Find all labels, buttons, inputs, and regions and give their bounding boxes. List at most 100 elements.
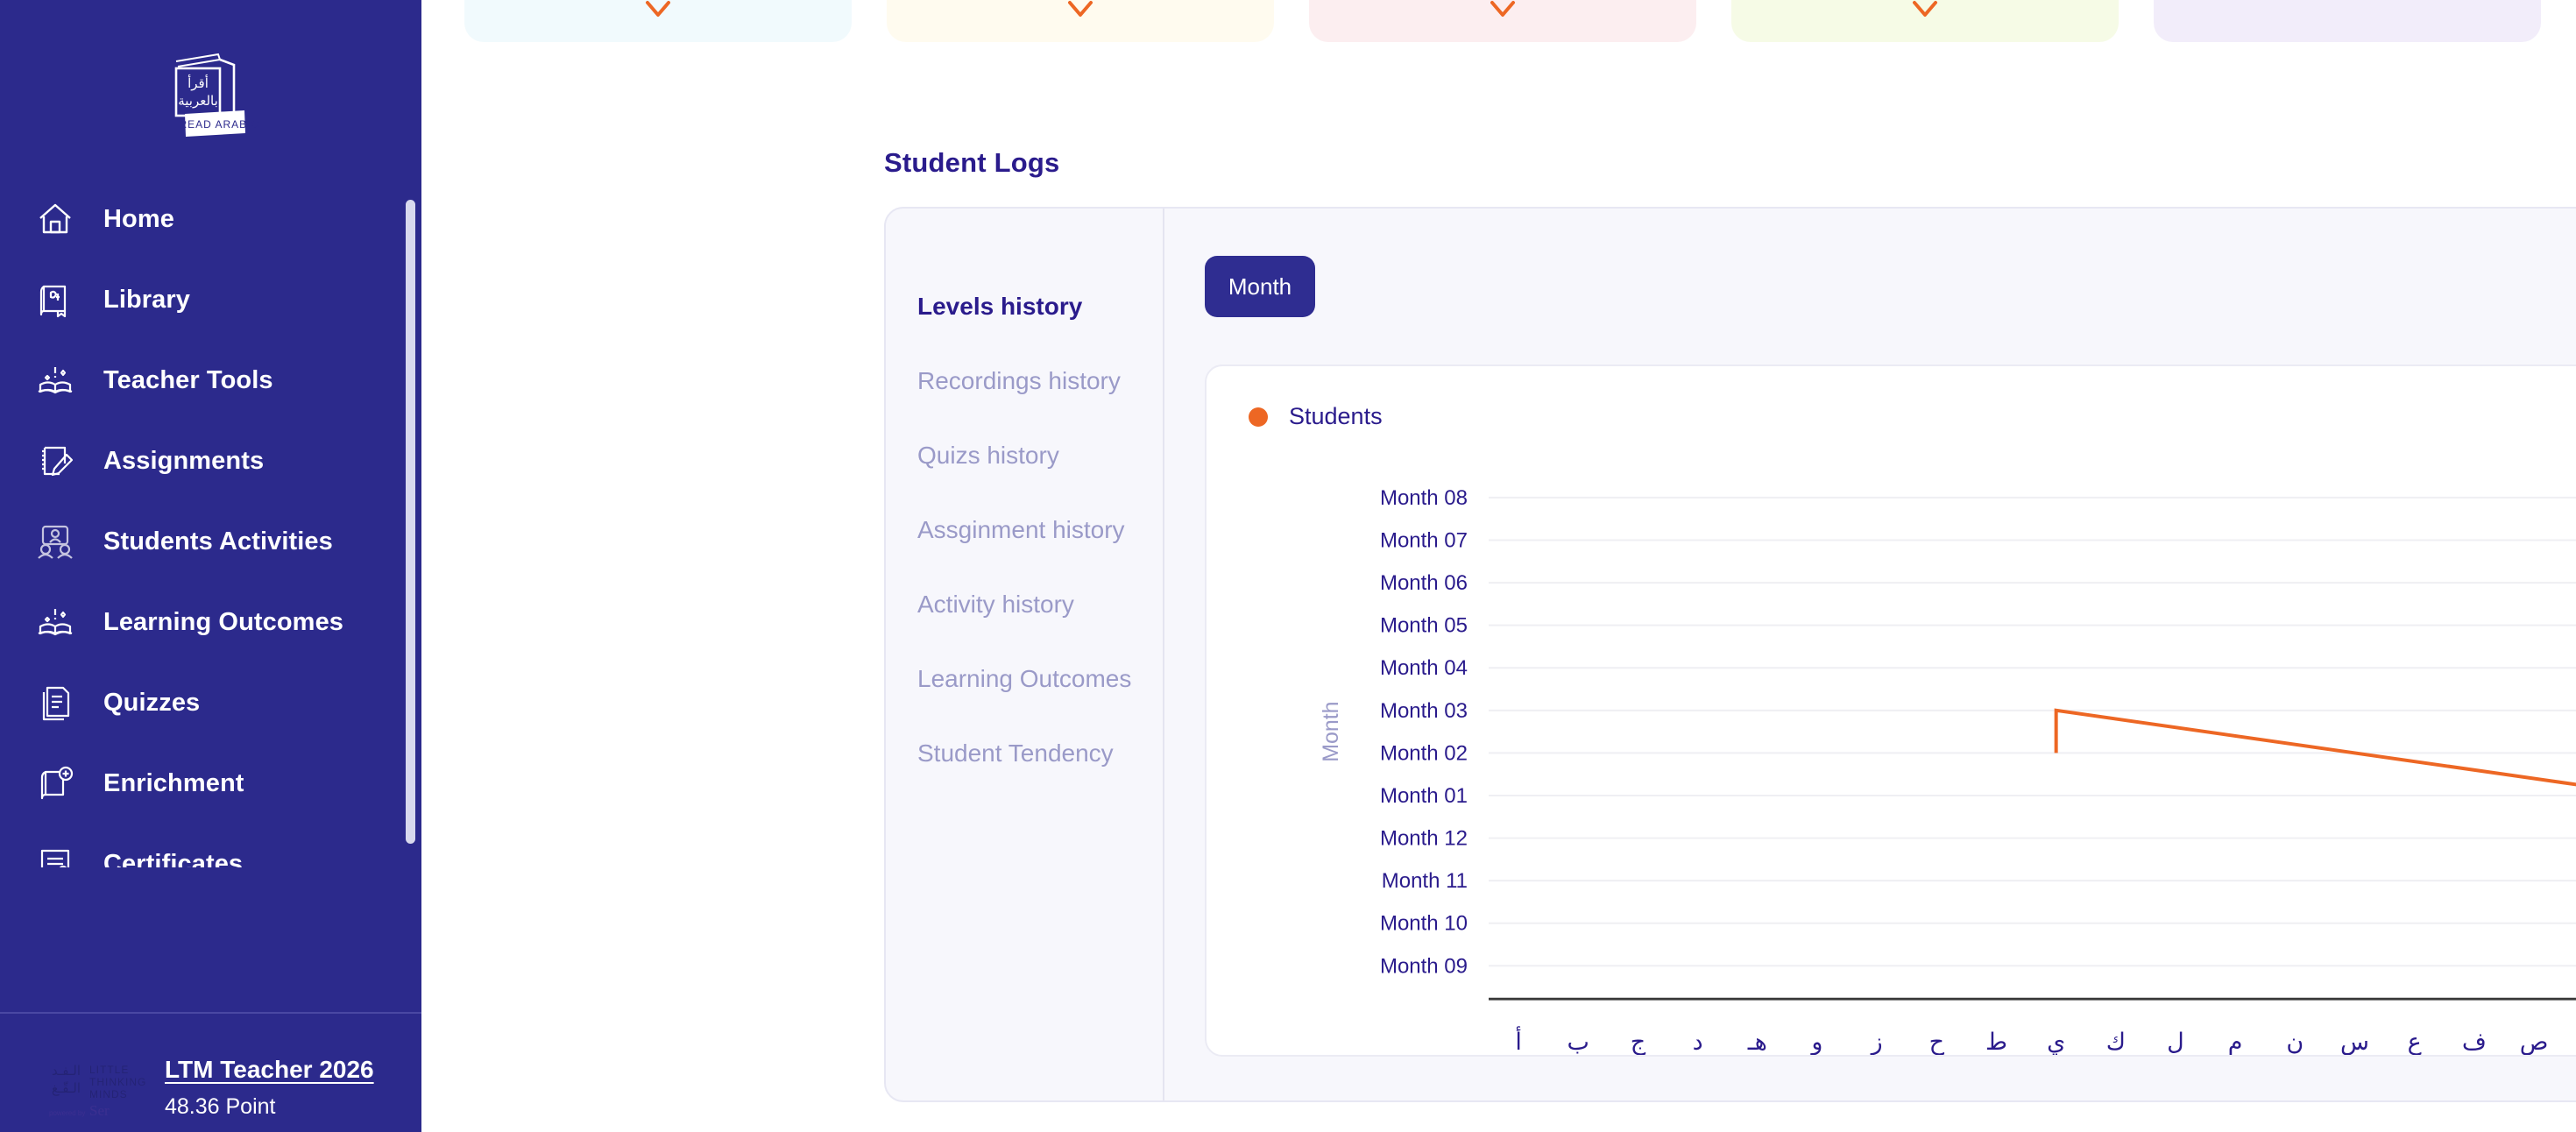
summary-cards-row xyxy=(464,0,2541,42)
user-points: 48.36 Point xyxy=(165,1094,276,1119)
notepad-pencil-icon xyxy=(33,439,77,483)
svg-text:THINKING: THINKING xyxy=(89,1076,145,1088)
y-axis-tick-label: Month 01 xyxy=(1380,784,1468,808)
x-axis-tick-label: ع xyxy=(2408,1029,2422,1055)
summary-card[interactable] xyxy=(1309,0,1696,42)
chevron-down-icon[interactable] xyxy=(1065,0,1095,19)
summary-card[interactable] xyxy=(887,0,1274,42)
students-group-icon xyxy=(33,520,77,563)
tab-quizs-history[interactable]: Quizs history xyxy=(917,442,1059,469)
x-axis-tick-label: د xyxy=(1693,1029,1703,1055)
x-axis-tick-label: م xyxy=(2228,1029,2243,1055)
levels-history-chart-card: Students Month 08 Month 07 Month 06 Month 0… xyxy=(1205,364,2576,1057)
y-axis-tick-label: Month 02 xyxy=(1380,741,1468,765)
little-thinking-minds-logo-icon: الـفـد الـقّـغ LITTLE THINKING MINDS Ser… xyxy=(40,1054,145,1121)
page-title: Student Logs xyxy=(884,147,1060,178)
open-book-sparkle-icon xyxy=(33,600,77,644)
chart-series-line-students xyxy=(2054,708,2576,787)
tab-learning-outcomes[interactable]: Learning Outcomes xyxy=(917,665,1132,692)
tab-activity-history[interactable]: Activity history xyxy=(917,591,1074,618)
svg-text:powered by: powered by xyxy=(49,1109,85,1117)
sidebar-item-assignments[interactable]: Assignments xyxy=(0,421,407,501)
y-axis-tick-label: Month 11 xyxy=(1382,869,1468,893)
user-name-link[interactable]: LTM Teacher 2026 xyxy=(165,1056,374,1083)
y-axis-tick-label: Month 04 xyxy=(1380,656,1468,680)
sidebar-item-certificates[interactable]: Certificates xyxy=(0,824,407,867)
i-read-arabic-logo-icon: أقرأ بالعربية I READ ARABIC xyxy=(171,53,258,137)
sidebar-nav-scroll-region[interactable]: Home Library xyxy=(0,175,421,867)
x-axis-tick-label: هـ xyxy=(1747,1029,1767,1055)
sidebar-item-label: Learning Outcomes xyxy=(103,607,344,636)
y-axis-tick-label: Month 03 xyxy=(1380,699,1468,723)
x-axis-tick-label: ب xyxy=(1568,1029,1589,1055)
y-axis-tick-label: Month 10 xyxy=(1380,912,1468,936)
chevron-down-icon[interactable] xyxy=(643,0,673,19)
sidebar-item-home[interactable]: Home xyxy=(0,179,407,259)
sidebar-item-students-activities[interactable]: Students Activities xyxy=(0,501,407,582)
summary-card[interactable] xyxy=(464,0,852,42)
svg-text:I READ ARABIC: I READ ARABIC xyxy=(171,118,258,131)
open-book-sparkle-icon xyxy=(33,358,77,402)
summary-card[interactable] xyxy=(1731,0,2119,42)
svg-text:MINDS: MINDS xyxy=(89,1088,128,1100)
x-axis-tick-label: ز xyxy=(1870,1029,1883,1055)
sidebar-item-label: Certificates xyxy=(103,849,244,868)
sidebar-item-label: Enrichment xyxy=(103,768,244,797)
chart-legend: Students xyxy=(1249,403,1383,430)
period-month-button[interactable]: Month xyxy=(1205,256,1315,317)
chart-plot-area[interactable]: Month 08 Month 07 Month 06 Month 05 Month 04… xyxy=(1207,471,2576,1055)
home-icon xyxy=(33,197,77,241)
x-axis-tick-label: ي xyxy=(2047,1029,2065,1055)
sidebar-item-label: Students Activities xyxy=(103,527,333,555)
documents-stack-icon xyxy=(33,681,77,725)
certificate-icon xyxy=(33,842,77,867)
y-axis-tick-label: Month 08 xyxy=(1380,486,1468,510)
x-axis-tick-label: ط xyxy=(1985,1029,2007,1055)
x-axis-tick-label: ف xyxy=(2462,1029,2487,1055)
sidebar-scrollbar[interactable] xyxy=(406,200,415,844)
brand-logo[interactable]: أقرأ بالعربية I READ ARABIC xyxy=(0,0,421,175)
sidebar-item-learning-outcomes[interactable]: Learning Outcomes xyxy=(0,582,407,662)
tab-recordings-history[interactable]: Recordings history xyxy=(917,367,1121,394)
summary-card[interactable] xyxy=(2154,0,2541,42)
sidebar-item-enrichment[interactable]: Enrichment xyxy=(0,743,407,824)
svg-text:أقرأ: أقرأ xyxy=(188,74,209,91)
tab-levels-history[interactable]: Levels history xyxy=(917,293,1083,320)
svg-text:الـفـد: الـفـد xyxy=(52,1063,81,1079)
x-axis-tick-label: ح xyxy=(1929,1029,1945,1055)
book-plus-icon xyxy=(33,761,77,805)
y-axis-tick-label: Month 05 xyxy=(1380,614,1468,638)
sidebar-divider xyxy=(0,1012,421,1014)
x-axis-tick-label: س xyxy=(2340,1029,2369,1055)
sidebar-item-library[interactable]: Library xyxy=(0,259,407,340)
svg-text:بالعربية: بالعربية xyxy=(178,93,218,109)
sidebar-item-label: Assignments xyxy=(103,446,265,475)
levels-history-line-chart: Month 08 Month 07 Month 06 Month 05 Month 04… xyxy=(1319,486,2576,1055)
svg-text:Ser: Ser xyxy=(89,1102,110,1119)
book-library-icon xyxy=(33,278,77,322)
svg-text:LITTLE: LITTLE xyxy=(89,1064,129,1076)
chevron-down-icon[interactable] xyxy=(1488,0,1518,19)
x-axis-tick-label: و xyxy=(1809,1029,1822,1055)
sidebar-item-label: Library xyxy=(103,285,191,314)
main-content: Student Logs Levels history Recordings h… xyxy=(421,0,2576,1132)
legend-color-swatch-students xyxy=(1249,407,1268,427)
x-axis-tick-label: ج xyxy=(1631,1029,1646,1055)
sidebar: أقرأ بالعربية I READ ARABIC Home xyxy=(0,0,421,1132)
sidebar-item-teacher-tools[interactable]: Teacher Tools xyxy=(0,340,407,421)
sidebar-item-quizzes[interactable]: Quizzes xyxy=(0,662,407,743)
sidebar-item-label: Home xyxy=(103,204,174,233)
sidebar-nav: Home Library xyxy=(0,175,421,867)
tab-assginment-history[interactable]: Assginment history xyxy=(917,516,1125,543)
tab-student-tendency[interactable]: Student Tendency xyxy=(917,739,1114,767)
y-axis-title: Month xyxy=(1319,701,1343,761)
x-axis-tick-label: أ xyxy=(1515,1025,1521,1055)
sidebar-item-label: Teacher Tools xyxy=(103,365,273,394)
sidebar-user-info: LTM Teacher 2026 48.36 Point xyxy=(165,1054,374,1120)
chevron-down-icon[interactable] xyxy=(1910,0,1940,19)
y-axis-tick-label: Month 06 xyxy=(1380,571,1468,595)
svg-text:الـقّـغ: الـقّـغ xyxy=(52,1080,81,1096)
y-axis-tick-label: Month 12 xyxy=(1380,827,1468,851)
sidebar-footer: الـفـد الـقّـغ LITTLE THINKING MINDS Ser… xyxy=(0,1029,421,1132)
